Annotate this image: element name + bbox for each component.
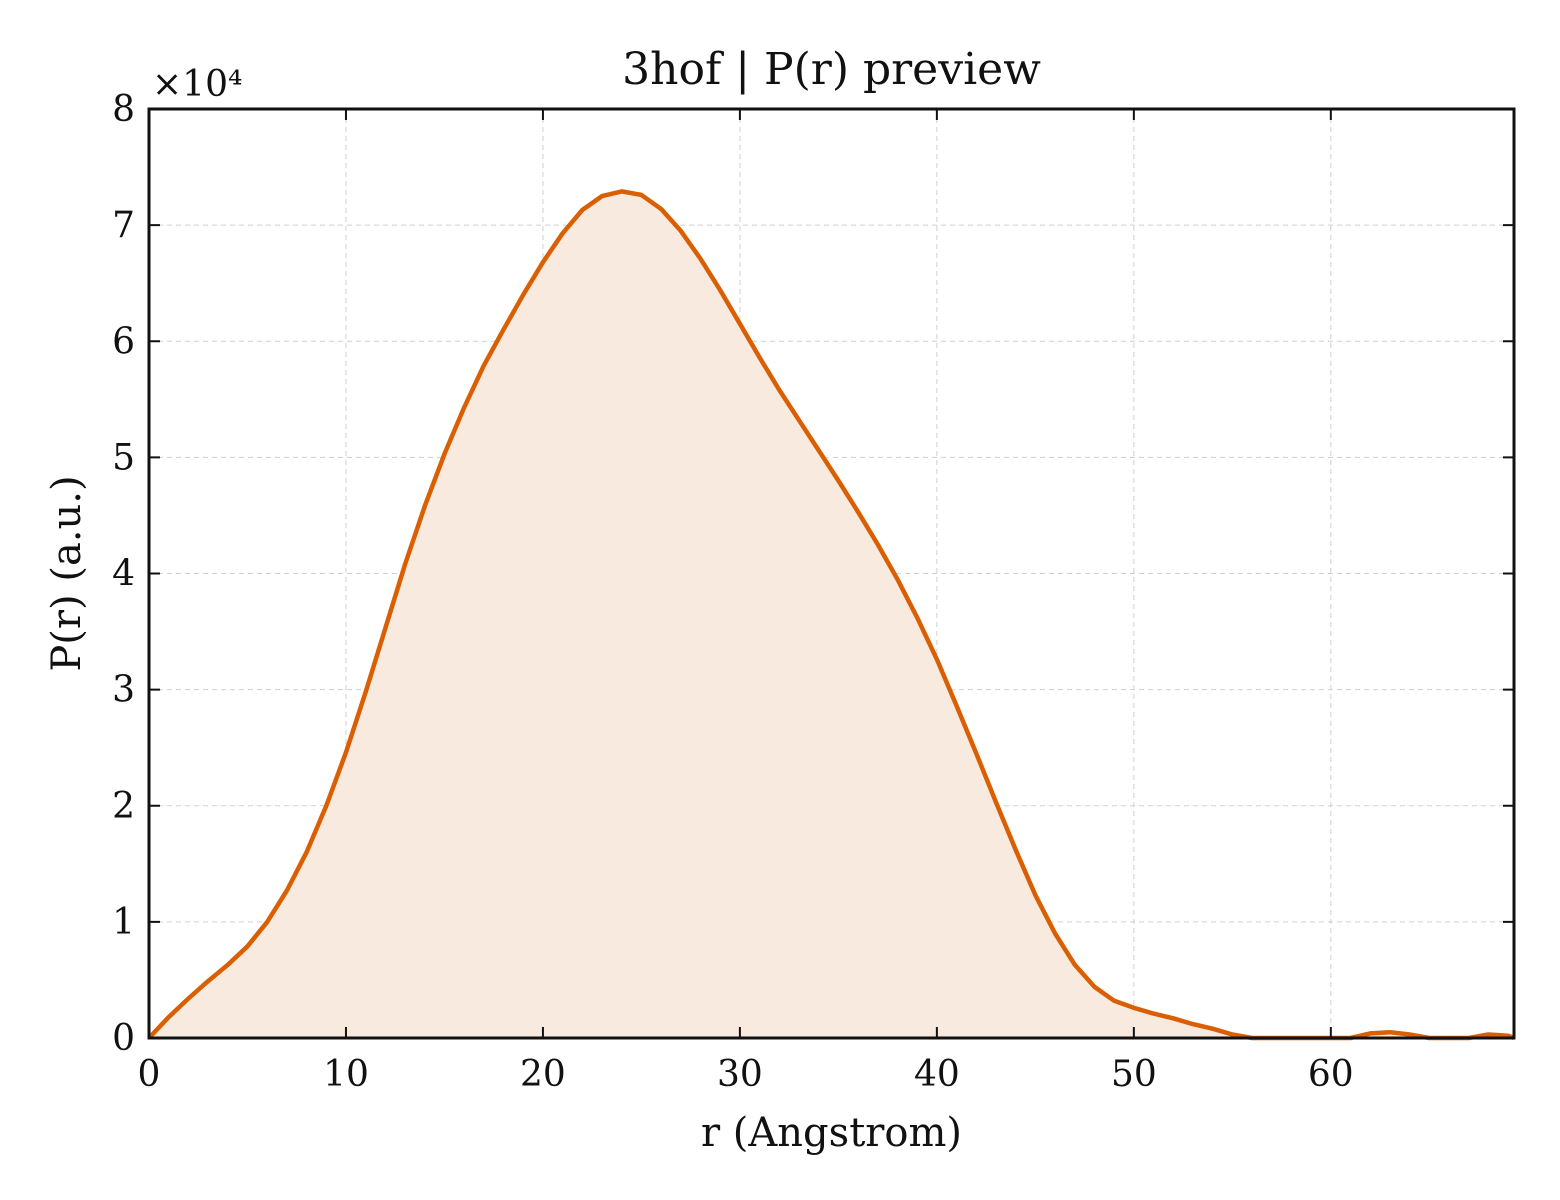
y-tick-label: 2 <box>112 786 135 827</box>
y-tick-label: 7 <box>112 205 135 246</box>
x-tick-label: 20 <box>520 1054 566 1095</box>
x-tick-label: 10 <box>323 1054 369 1095</box>
y-tick-label: 6 <box>112 321 135 362</box>
y-tick-label: 3 <box>112 670 135 711</box>
x-tick-label: 50 <box>1111 1054 1157 1095</box>
x-tick-label: 30 <box>717 1054 763 1095</box>
y-tick-label: 5 <box>112 437 135 478</box>
pr-area-fill <box>149 191 1514 1038</box>
y-axis-label: P(r) (a.u.) <box>44 475 90 671</box>
y-tick-labels: 0 1 2 3 4 5 6 7 8 <box>112 89 135 1059</box>
chart-title: 3hof | P(r) preview <box>622 44 1041 95</box>
x-axis-label: r (Angstrom) <box>701 1110 962 1156</box>
x-tick-label: 60 <box>1308 1054 1354 1095</box>
y-axis-multiplier: ×10⁴ <box>152 64 242 105</box>
x-tick-label: 0 <box>138 1054 161 1095</box>
y-tick-label: 0 <box>112 1018 135 1059</box>
x-tick-label: 40 <box>914 1054 960 1095</box>
plot-frame <box>147 107 1516 1040</box>
y-tick-label: 4 <box>112 554 135 595</box>
y-tick-label: 1 <box>112 902 135 943</box>
y-tick-label: 8 <box>112 89 135 130</box>
x-tick-labels: 0 10 20 30 40 50 60 <box>138 1054 1354 1095</box>
